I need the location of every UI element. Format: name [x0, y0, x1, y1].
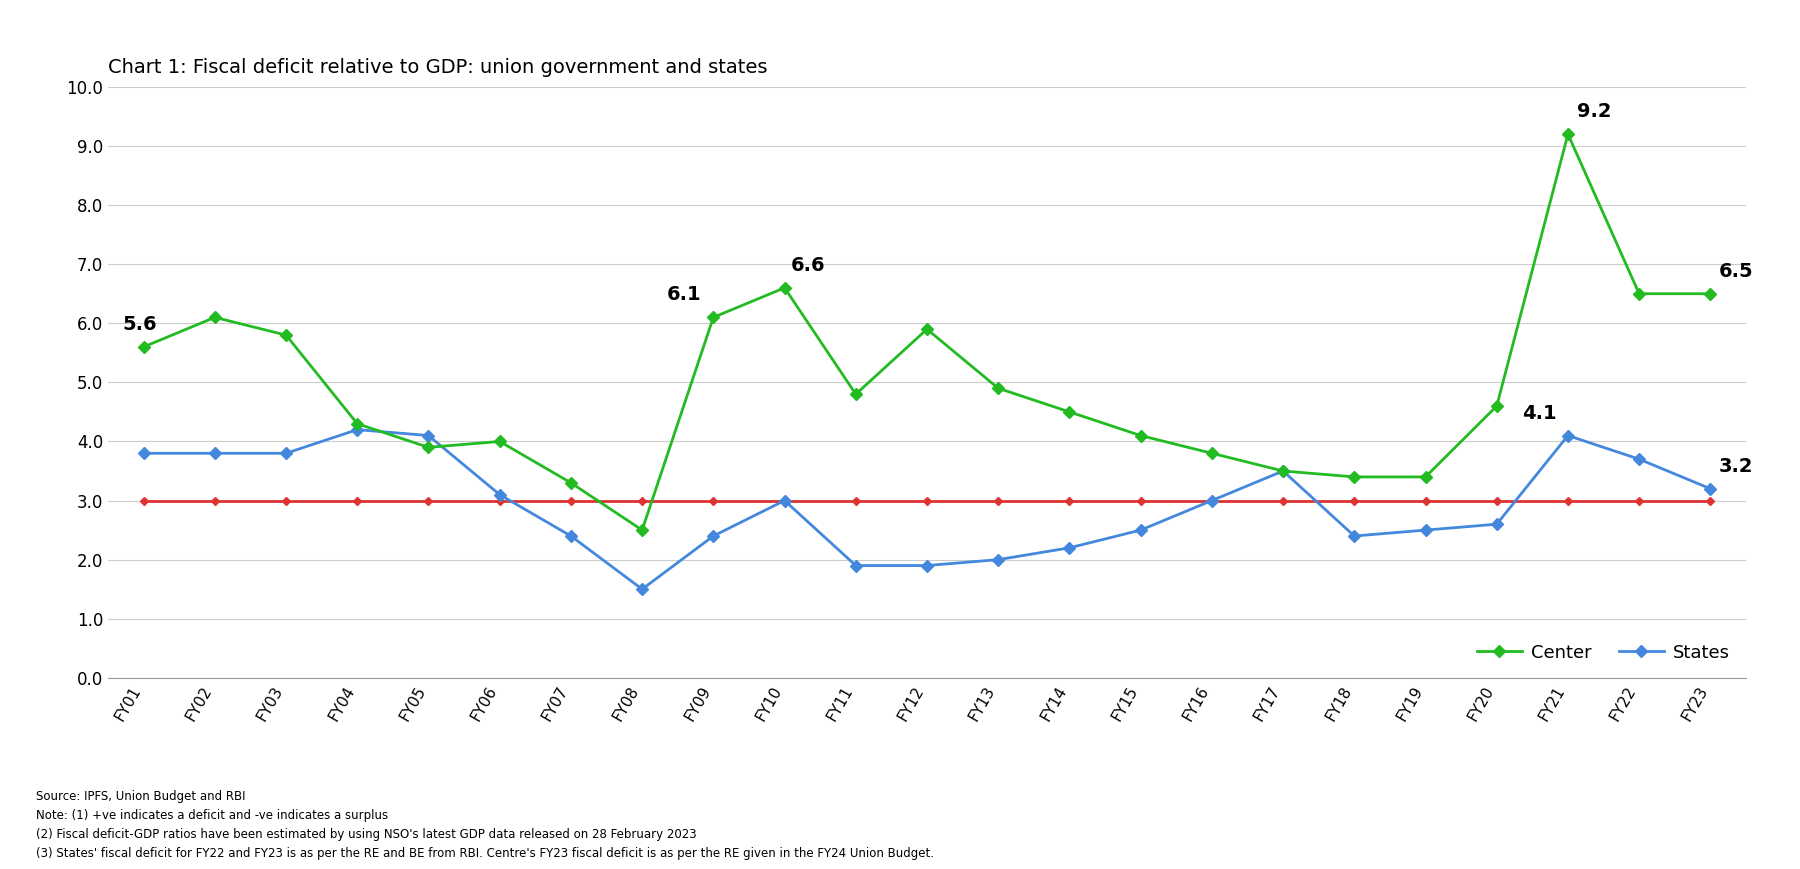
Text: 3.2: 3.2 [1719, 457, 1753, 475]
Text: Source: IPFS, Union Budget and RBI
Note: (1) +ve indicates a deficit and -ve ind: Source: IPFS, Union Budget and RBI Note:… [36, 790, 934, 860]
Text: 6.6: 6.6 [790, 255, 824, 275]
Text: 6.5: 6.5 [1719, 262, 1753, 281]
Text: 6.1: 6.1 [668, 285, 702, 304]
Text: 4.1: 4.1 [1521, 403, 1557, 422]
Text: 9.2: 9.2 [1577, 103, 1611, 121]
Text: Chart 1: Fiscal deficit relative to GDP: union government and states: Chart 1: Fiscal deficit relative to GDP:… [108, 58, 767, 77]
Legend: Center, States: Center, States [1469, 636, 1737, 669]
Text: 5.6: 5.6 [122, 315, 157, 334]
